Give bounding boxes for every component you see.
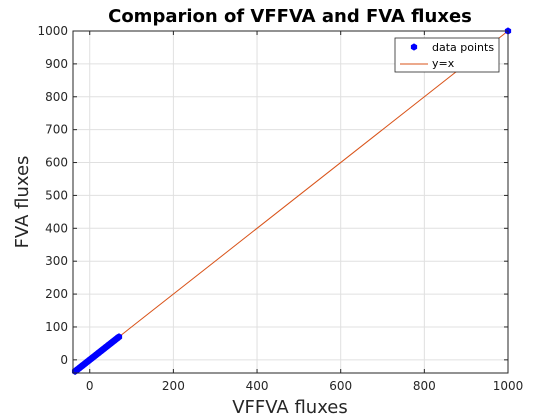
x-axis-label: VFFVA fluxes (232, 397, 348, 418)
legend-label-y-equals-x: y=x (432, 57, 455, 70)
x-axis-ticks: 0 200 400 600 800 1000 (86, 31, 523, 393)
y-axis-ticks: 0 100 200 300 400 500 600 700 800 900 1000 (37, 24, 508, 367)
legend: data points y=x (394, 37, 500, 73)
line-y-equals-x (72, 30, 509, 374)
y-tick-label: 300 (45, 254, 68, 268)
x-tick-label: 600 (329, 379, 352, 393)
data-points (71, 27, 512, 375)
y-tick-label: 1000 (37, 24, 68, 38)
reference-line (72, 30, 509, 374)
y-tick-label: 0 (60, 353, 68, 367)
x-tick-label: 1000 (493, 379, 524, 393)
y-tick-label: 600 (45, 156, 68, 170)
chart-title: Comparion of VFFVA and FVA fluxes (108, 6, 472, 27)
plot-frame (72, 30, 509, 374)
legend-label-data-points: data points (432, 41, 494, 54)
y-axis-label: FVA fluxes (12, 156, 33, 249)
x-tick-label: 0 (86, 379, 94, 393)
y-tick-label: 500 (45, 188, 68, 202)
grid (73, 30, 509, 373)
y-tick-label: 900 (45, 57, 68, 71)
data-point (115, 333, 123, 341)
y-tick-label: 800 (45, 90, 68, 104)
y-tick-label: 200 (45, 287, 68, 301)
y-tick-label: 700 (45, 123, 68, 137)
legend-marker-data-points (410, 43, 418, 51)
x-tick-label: 200 (162, 379, 185, 393)
x-tick-label: 800 (413, 379, 436, 393)
y-tick-label: 400 (45, 221, 68, 235)
y-tick-label: 100 (45, 320, 68, 334)
x-tick-label: 400 (246, 379, 269, 393)
legend-box (394, 37, 500, 73)
